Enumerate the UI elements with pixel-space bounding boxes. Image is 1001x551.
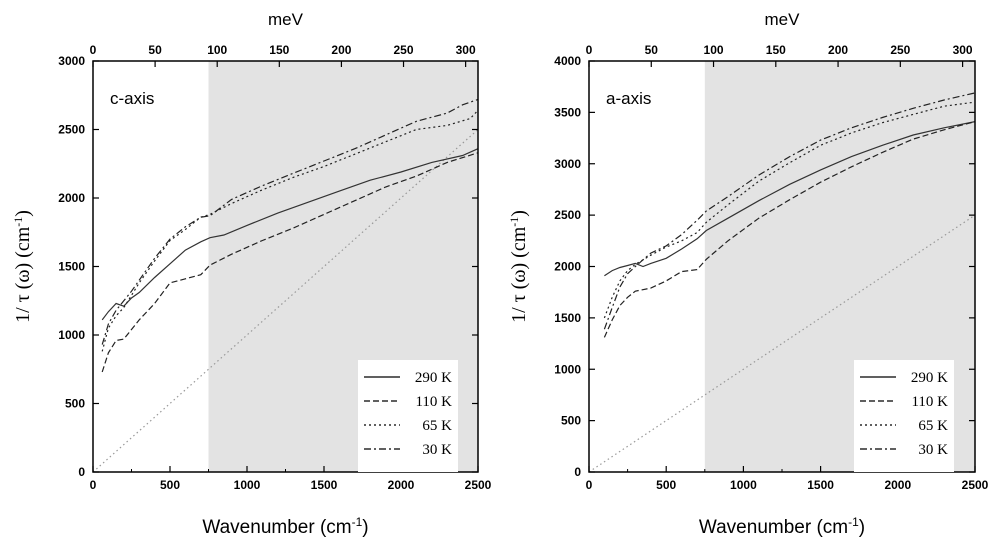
top-tick-label: 150 <box>269 43 289 57</box>
y-tick-label: 3000 <box>58 54 85 68</box>
y-axis-title: 1/ τ (ω) (cm-1) <box>11 210 34 323</box>
y-axis-title-tail: ) <box>508 210 530 217</box>
top-tick-label: 300 <box>953 43 973 57</box>
top-tick-label: 50 <box>645 43 659 57</box>
top-tick-label: 0 <box>90 43 97 57</box>
series-line-290-k <box>101 148 479 321</box>
top-axis-title: meV <box>765 10 801 29</box>
x-axis-title-tail: ) <box>362 517 368 538</box>
y-tick-label: 3000 <box>554 157 581 171</box>
legend-label: 290 K <box>911 370 948 386</box>
series-line-290-k <box>604 121 976 277</box>
x-tick-label: 1500 <box>807 478 834 492</box>
legend-box <box>358 360 458 472</box>
y-axis-title-tail: ) <box>12 210 34 217</box>
x-tick-label: 2000 <box>884 478 911 492</box>
reference-line <box>588 214 976 473</box>
y-axis-title-sup: -1 <box>507 217 521 227</box>
y-axis-title-sup: -1 <box>11 217 25 227</box>
x-axis-title: Wavenumber (cm-1) <box>699 515 865 538</box>
y-tick-label: 500 <box>561 414 581 428</box>
top-axis-title: meV <box>268 10 304 29</box>
legend-label: 110 K <box>911 394 948 410</box>
y-axis-title-main: 1/ τ (ω) (cm <box>508 226 530 323</box>
x-tick-label: 1000 <box>730 478 757 492</box>
series-line-110-k <box>603 121 976 338</box>
x-axis-title-main: Wavenumber (cm <box>202 517 351 538</box>
legend-label: 65 K <box>422 418 452 434</box>
x-axis-title-sup: -1 <box>848 515 859 529</box>
top-tick-label: 50 <box>148 43 162 57</box>
series-line-65-k <box>603 101 976 319</box>
y-tick-label: 0 <box>574 465 581 479</box>
top-tick-label: 100 <box>704 43 724 57</box>
top-tick-label: 200 <box>331 43 351 57</box>
y-tick-label: 2500 <box>554 208 581 222</box>
y-axis-title-main: 1/ τ (ω) (cm <box>12 226 34 323</box>
axis-annotation: c-axis <box>110 89 154 108</box>
y-tick-label: 1000 <box>554 362 581 376</box>
x-tick-label: 1000 <box>234 478 261 492</box>
y-tick-label: 2000 <box>58 191 85 205</box>
axis-annotation: a-axis <box>606 89 651 108</box>
x-tick-label: 0 <box>586 478 593 492</box>
top-tick-label: 150 <box>766 43 786 57</box>
legend: 290 K 110 K 65 K 30 K <box>358 360 458 472</box>
y-tick-label: 500 <box>65 397 85 411</box>
x-axis-title: Wavenumber (cm-1) <box>202 515 368 538</box>
series-line-30-k <box>101 98 479 345</box>
x-tick-label: 500 <box>160 478 180 492</box>
series-line-110-k <box>101 152 479 373</box>
x-axis-title-sup: -1 <box>352 515 363 529</box>
y-tick-label: 1500 <box>58 260 85 274</box>
top-tick-label: 200 <box>828 43 848 57</box>
y-tick-label: 2500 <box>58 123 85 137</box>
y-tick-label: 3500 <box>554 105 581 119</box>
x-axis-title-main: Wavenumber (cm <box>699 517 848 538</box>
y-tick-label: 4000 <box>554 54 581 68</box>
y-tick-label: 1500 <box>554 311 581 325</box>
top-tick-label: 250 <box>890 43 910 57</box>
legend-box <box>854 360 954 472</box>
top-tick-label: 0 <box>586 43 593 57</box>
x-tick-label: 0 <box>90 478 97 492</box>
x-tick-label: 2500 <box>962 478 989 492</box>
x-tick-label: 1500 <box>311 478 338 492</box>
legend-label: 30 K <box>918 442 948 458</box>
x-tick-label: 2000 <box>388 478 415 492</box>
legend-label: 30 K <box>422 442 452 458</box>
top-tick-label: 100 <box>207 43 227 57</box>
legend-label: 110 K <box>415 394 452 410</box>
legend: 290 K 110 K 65 K 30 K <box>854 360 954 472</box>
top-tick-label: 250 <box>394 43 414 57</box>
y-tick-label: 2000 <box>554 260 581 274</box>
top-tick-label: 300 <box>456 43 476 57</box>
x-axis-title-tail: ) <box>859 517 865 538</box>
legend-label: 290 K <box>415 370 452 386</box>
series-line-30-k <box>603 92 976 330</box>
reference-line <box>92 129 479 473</box>
panel-a-axis: 0 500 1000 1500 2000 250005001000150020002500… <box>507 10 989 538</box>
y-axis-title: 1/ τ (ω) (cm-1) <box>507 210 530 323</box>
x-tick-label: 2500 <box>465 478 492 492</box>
series-line-65-k <box>101 109 479 352</box>
y-tick-label: 1000 <box>58 328 85 342</box>
panel-c-axis: 0 500 1000 1500 2000 250005001000150020002500… <box>11 10 492 538</box>
x-tick-label: 500 <box>656 478 676 492</box>
y-tick-label: 0 <box>78 465 85 479</box>
legend-label: 65 K <box>918 418 948 434</box>
